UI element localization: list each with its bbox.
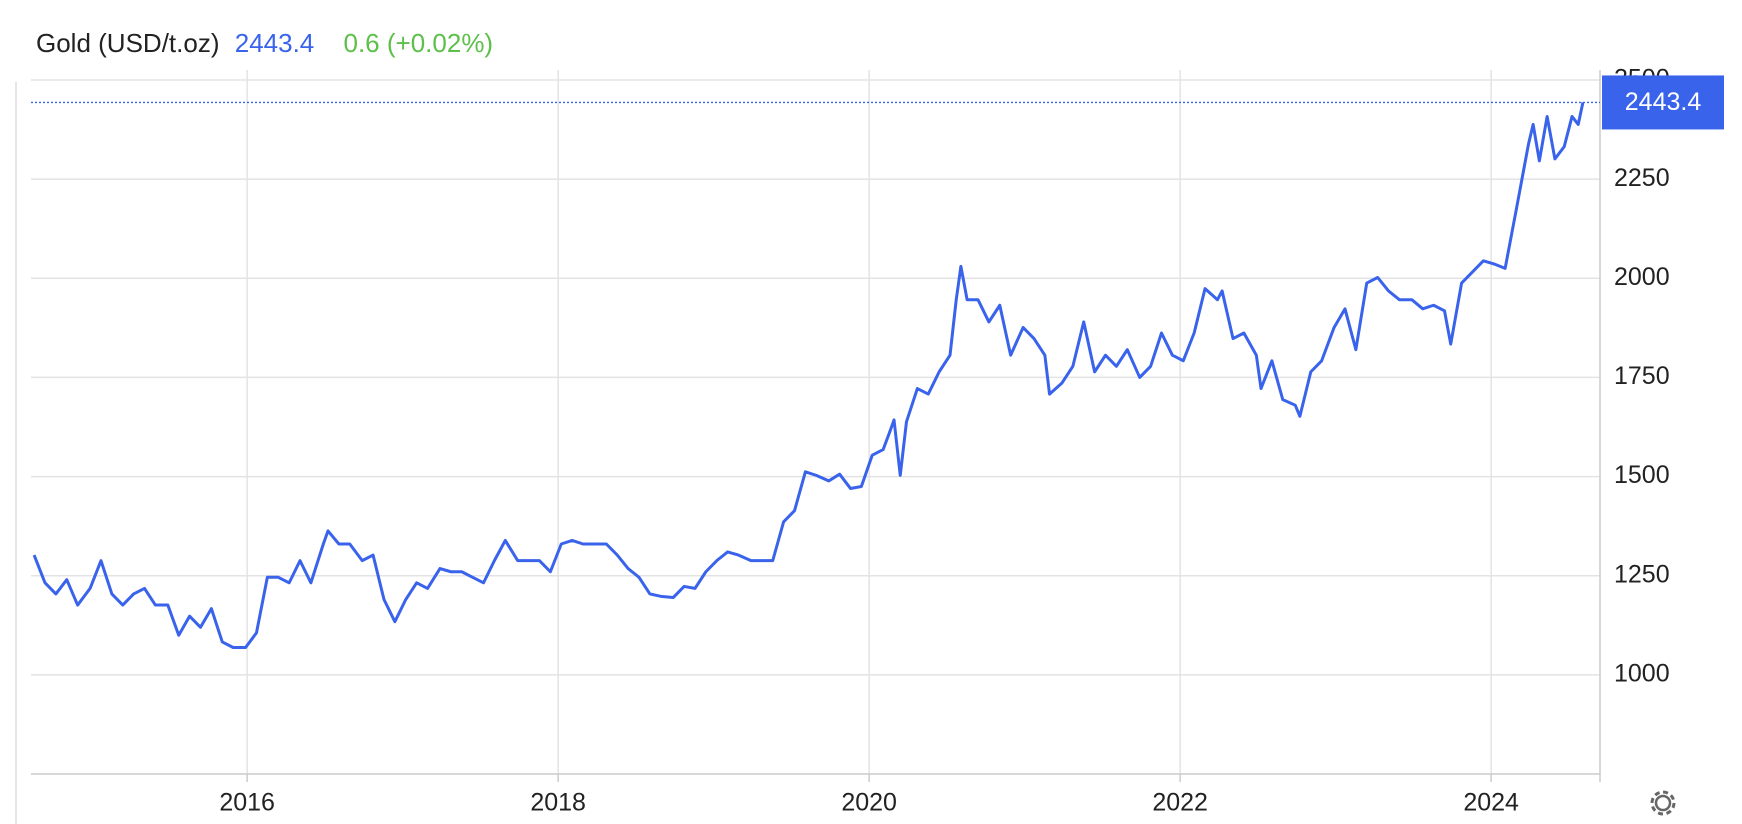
y-tick-label: 2000 xyxy=(1614,263,1670,291)
instrument-name: Gold (USD/t.oz) xyxy=(36,28,220,58)
current-price: 2443.4 xyxy=(235,28,315,58)
x-tick-label: 2016 xyxy=(219,789,275,817)
settings-icon[interactable] xyxy=(1650,790,1676,816)
price-line xyxy=(32,102,1585,649)
y-tick-label: 1000 xyxy=(1614,659,1670,687)
y-tick-label: 1500 xyxy=(1614,461,1670,489)
header: Gold (USD/t.oz) 2443.4 0.6 (+0.02%) xyxy=(36,28,493,58)
x-tick-label: 2024 xyxy=(1463,789,1519,817)
x-tick-label: 2022 xyxy=(1152,789,1208,817)
last-price-label: 2443.4 xyxy=(1625,88,1702,116)
x-tick-label: 2018 xyxy=(530,789,586,817)
y-tick-label: 1750 xyxy=(1614,362,1670,390)
y-tick-label: 1250 xyxy=(1614,560,1670,588)
price-change: 0.6 (+0.02%) xyxy=(344,28,494,58)
x-tick-label: 2020 xyxy=(841,789,897,817)
y-tick-label: 2250 xyxy=(1614,164,1670,192)
last-price-badge xyxy=(1602,75,1724,130)
